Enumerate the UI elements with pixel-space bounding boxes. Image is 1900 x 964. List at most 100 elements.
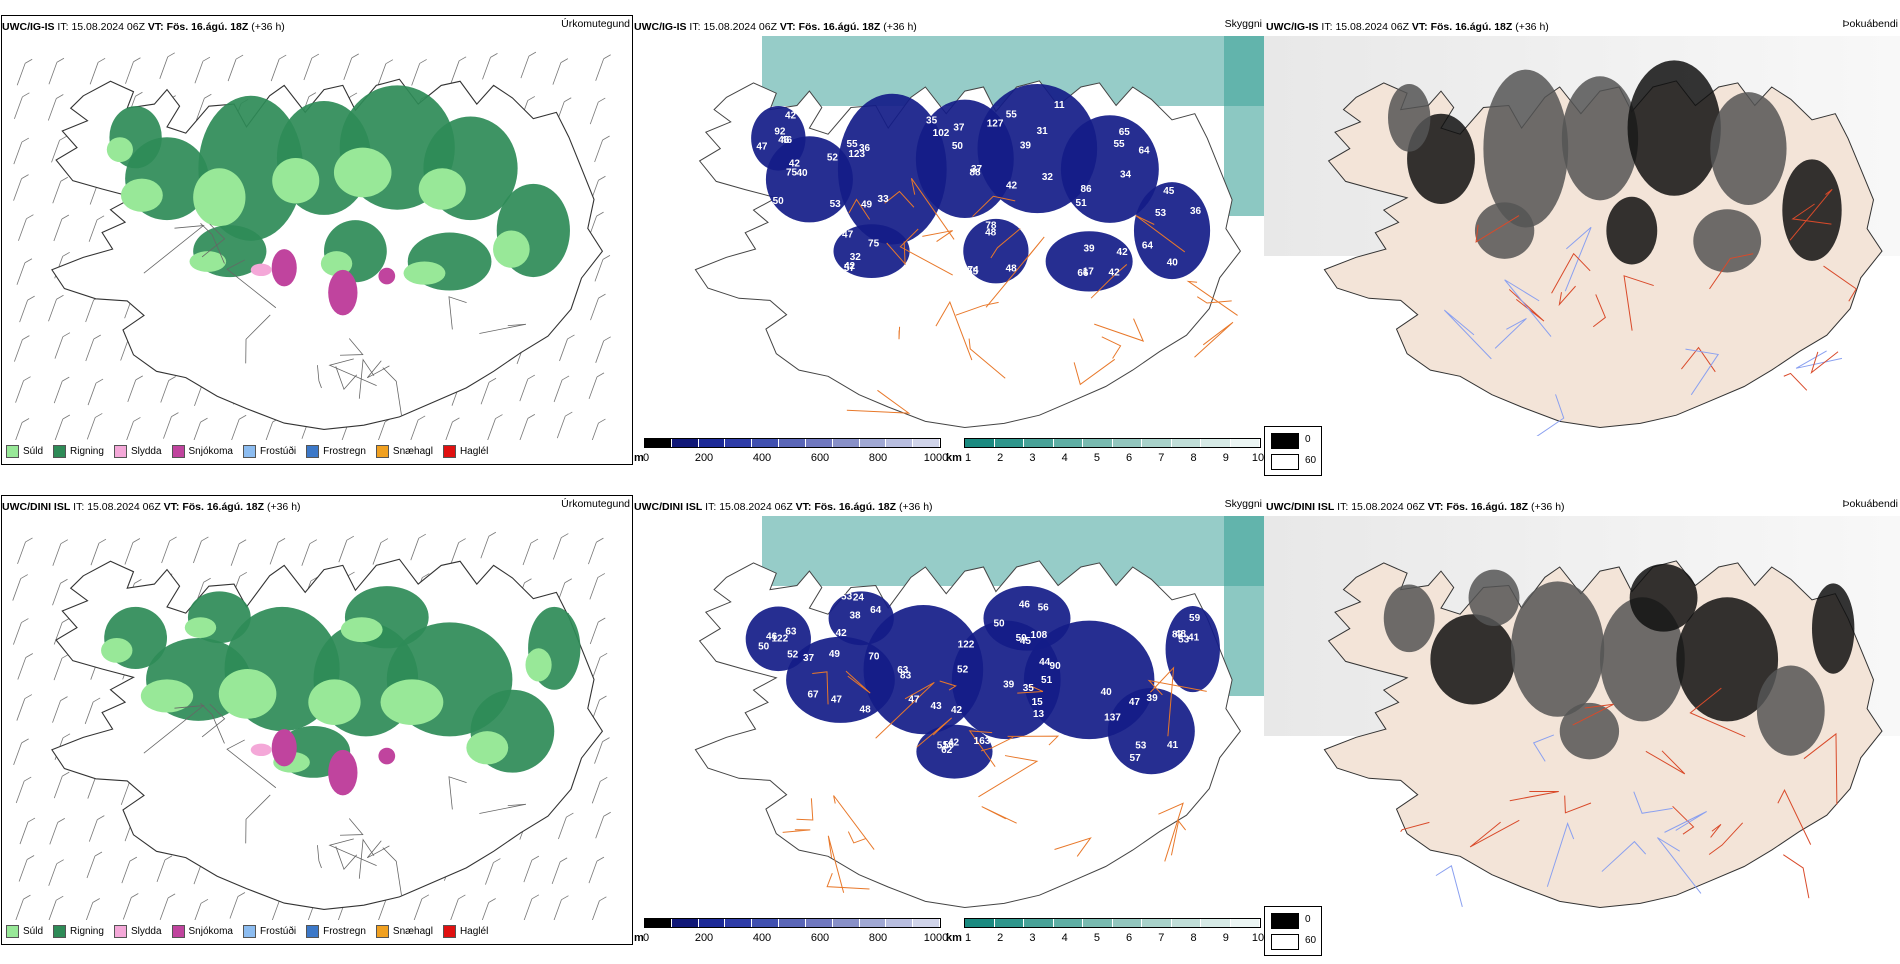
colorbar-step [1142, 919, 1172, 927]
wind-barb [229, 892, 246, 919]
colorbar-tick: 6 [1126, 452, 1133, 464]
road-line [1101, 336, 1122, 359]
legend-label: Súld [23, 925, 44, 937]
legend-label: Frostúði [259, 445, 297, 457]
ceiling-label: 50 [1016, 633, 1028, 644]
legend-item: Rigning [53, 444, 104, 458]
init-time: 15.08.2024 06Z [719, 501, 793, 513]
forecast-row-igis: UWC/IG-IS IT: 15.08.2024 06Z VT: Fös. 16… [0, 14, 1900, 484]
ceiling-label: 74 [967, 265, 979, 276]
road-line [1810, 351, 1839, 375]
low-cloud-area [1133, 182, 1211, 280]
legend-label: Rigning [70, 925, 104, 937]
wind-barb [482, 53, 498, 80]
panel-header: UWC/IG-IS IT: 15.08.2024 06Z VT: Fös. 16… [2, 18, 630, 34]
fog-area [1510, 581, 1605, 717]
cloud-base-map: 53 123 127 39 55 42 48 39 47 53 50 49 37 31 34 47 78 42 46… [694, 36, 1264, 429]
it-label: IT: [1337, 501, 1349, 513]
ceiling-label: 123 [848, 149, 865, 160]
colorbar-tick: 0 [642, 452, 650, 464]
road-line [884, 190, 915, 208]
road-line [1710, 823, 1722, 838]
fog-legend-swatch-low [1271, 454, 1299, 470]
forecast-row-dini: UWC/DINI ISL IT: 15.08.2024 06Z VT: Fös.… [0, 494, 1900, 964]
legend-item: Haglél [442, 444, 488, 458]
legend-item: Slydda [113, 924, 162, 938]
colorbar-tick: 8 [1190, 932, 1197, 944]
wind-barb [54, 414, 71, 440]
visibility-ticks: 1 2 3 4 5 6 7 8 9 10 [965, 932, 1264, 944]
river-line [1657, 837, 1702, 894]
wind-barb [520, 51, 537, 79]
wind-barb [480, 377, 497, 405]
ceiling-label: 35 [1023, 683, 1035, 694]
vt-label: VT: [1411, 21, 1428, 33]
it-label: IT: [689, 21, 701, 33]
ceiling-label: 49 [861, 200, 873, 211]
colorbar-step [698, 919, 726, 927]
road-line [1572, 703, 1614, 726]
colorbar-step [805, 919, 833, 927]
ceiling-label: 78 [985, 221, 997, 232]
road-line [972, 195, 1016, 217]
road-line [1592, 294, 1606, 328]
ceiling-label: 90 [1050, 661, 1062, 672]
colorbar-step [1053, 439, 1083, 447]
ceiling-label: 35 [926, 116, 938, 127]
wind-barb [48, 294, 64, 322]
drizzle-area [101, 637, 133, 663]
road-line [340, 338, 364, 356]
ceiling-label: 122 [958, 640, 975, 651]
road-line [201, 223, 226, 258]
legend-label: Súld [23, 445, 44, 457]
wind-barb [87, 378, 104, 406]
visibility-colorbar-bar [964, 438, 1261, 448]
river-line [1546, 822, 1575, 887]
wind-barb [124, 538, 141, 565]
ceiling-label: 102 [933, 128, 950, 139]
ceiling-label: 127 [987, 118, 1004, 129]
wind-barb [194, 898, 209, 920]
wind-barb [230, 539, 247, 566]
wind-barb [84, 697, 101, 725]
colorbar-step [779, 919, 806, 927]
colorbar-tick: 9 [1222, 932, 1229, 944]
colorbar-step [725, 919, 753, 927]
low-cloud-area [1107, 688, 1195, 775]
road-line [226, 259, 277, 309]
legend-swatch [113, 444, 127, 458]
valid-time: Fös. 16.ágú. 18Z [798, 21, 881, 33]
fog-area [1483, 69, 1569, 228]
ceiling-label: 48 [1175, 629, 1187, 640]
road-line [479, 323, 527, 334]
drizzle-area [333, 147, 392, 198]
road-line [448, 776, 467, 810]
ceiling-label: 37 [803, 653, 815, 664]
ceiling-label: 17 [1083, 266, 1095, 277]
lead-time: (+36 h) [1530, 501, 1565, 513]
model-name: UWC/DINI ISL [634, 501, 703, 513]
wind-barb [90, 538, 107, 566]
road-line [358, 838, 375, 879]
drizzle-area [189, 251, 227, 272]
wind-barb [594, 255, 611, 282]
ceiling-label: 33 [878, 194, 890, 205]
ceiling-label: 46 [766, 631, 778, 642]
wind-barb [551, 857, 568, 885]
wind-barb [588, 856, 605, 884]
cloud-visibility-panel: UWC/IG-IS IT: 15.08.2024 06Z VT: Fös. 16… [632, 14, 1264, 484]
wind-barb [48, 895, 64, 920]
road-line [1681, 346, 1716, 373]
ceiling-label: 82 [1172, 630, 1184, 641]
ceiling-label: 47 [842, 230, 854, 241]
colorbar-step [671, 439, 699, 447]
vt-label: VT: [779, 21, 796, 33]
vt-label: VT: [147, 21, 164, 33]
it-label: IT: [73, 501, 85, 513]
ceiling-label: 137 [1104, 713, 1121, 724]
wind-barb [53, 618, 70, 645]
drizzle-area [140, 679, 194, 713]
wind-barb [17, 537, 33, 565]
ceiling-label: 83 [900, 671, 912, 682]
ceiling-colorbar: m 0 200 400 600 800 1000 [634, 438, 948, 464]
